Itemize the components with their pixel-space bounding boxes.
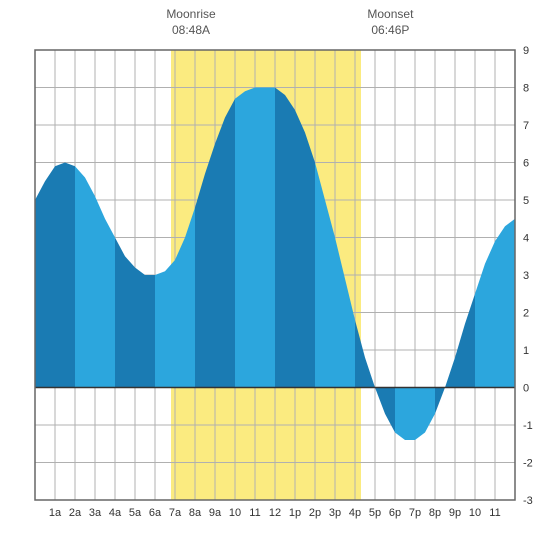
y-tick-label: -2 [523, 458, 533, 470]
x-tick-label: 10 [469, 507, 481, 519]
y-tick-label: -3 [523, 495, 533, 507]
x-tick-label: 3a [89, 507, 102, 519]
x-tick-label: 2p [309, 507, 321, 519]
moonset-label: Moonset [367, 7, 414, 21]
x-tick-label: 1p [289, 507, 301, 519]
y-tick-label: 3 [523, 270, 529, 282]
x-tick-label: 12 [269, 507, 281, 519]
moonrise-time: 08:48A [172, 23, 210, 37]
y-tick-label: 2 [523, 308, 529, 320]
moonrise-label: Moonrise [166, 7, 216, 21]
x-tick-label: 5a [129, 507, 142, 519]
x-tick-label: 6p [389, 507, 401, 519]
y-tick-label: 4 [523, 233, 529, 245]
x-tick-label: 8a [189, 507, 202, 519]
y-tick-label: 8 [523, 83, 529, 95]
y-tick-label: 1 [523, 345, 529, 357]
x-tick-label: 4a [109, 507, 122, 519]
x-tick-label: 4p [349, 507, 361, 519]
tide-chart: -3-2-101234567891a2a3a4a5a6a7a8a9a101112… [0, 0, 550, 550]
x-tick-label: 1a [49, 507, 62, 519]
x-tick-label: 9a [209, 507, 222, 519]
x-tick-label: 3p [329, 507, 341, 519]
y-tick-label: 0 [523, 383, 529, 395]
x-tick-label: 7a [169, 507, 182, 519]
y-tick-label: 6 [523, 158, 529, 170]
y-tick-label: 9 [523, 45, 529, 57]
x-tick-label: 11 [489, 507, 500, 519]
moonset-time: 06:46P [371, 23, 409, 37]
x-tick-label: 11 [249, 507, 260, 519]
x-tick-label: 9p [449, 507, 461, 519]
y-tick-label: 7 [523, 120, 529, 132]
x-tick-label: 7p [409, 507, 421, 519]
y-tick-label: 5 [523, 195, 529, 207]
x-tick-label: 10 [229, 507, 241, 519]
x-tick-label: 8p [429, 507, 441, 519]
y-tick-label: -1 [523, 420, 533, 432]
x-tick-label: 6a [149, 507, 162, 519]
x-tick-label: 5p [369, 507, 381, 519]
chart-svg: -3-2-101234567891a2a3a4a5a6a7a8a9a101112… [0, 0, 550, 550]
x-tick-label: 2a [69, 507, 82, 519]
